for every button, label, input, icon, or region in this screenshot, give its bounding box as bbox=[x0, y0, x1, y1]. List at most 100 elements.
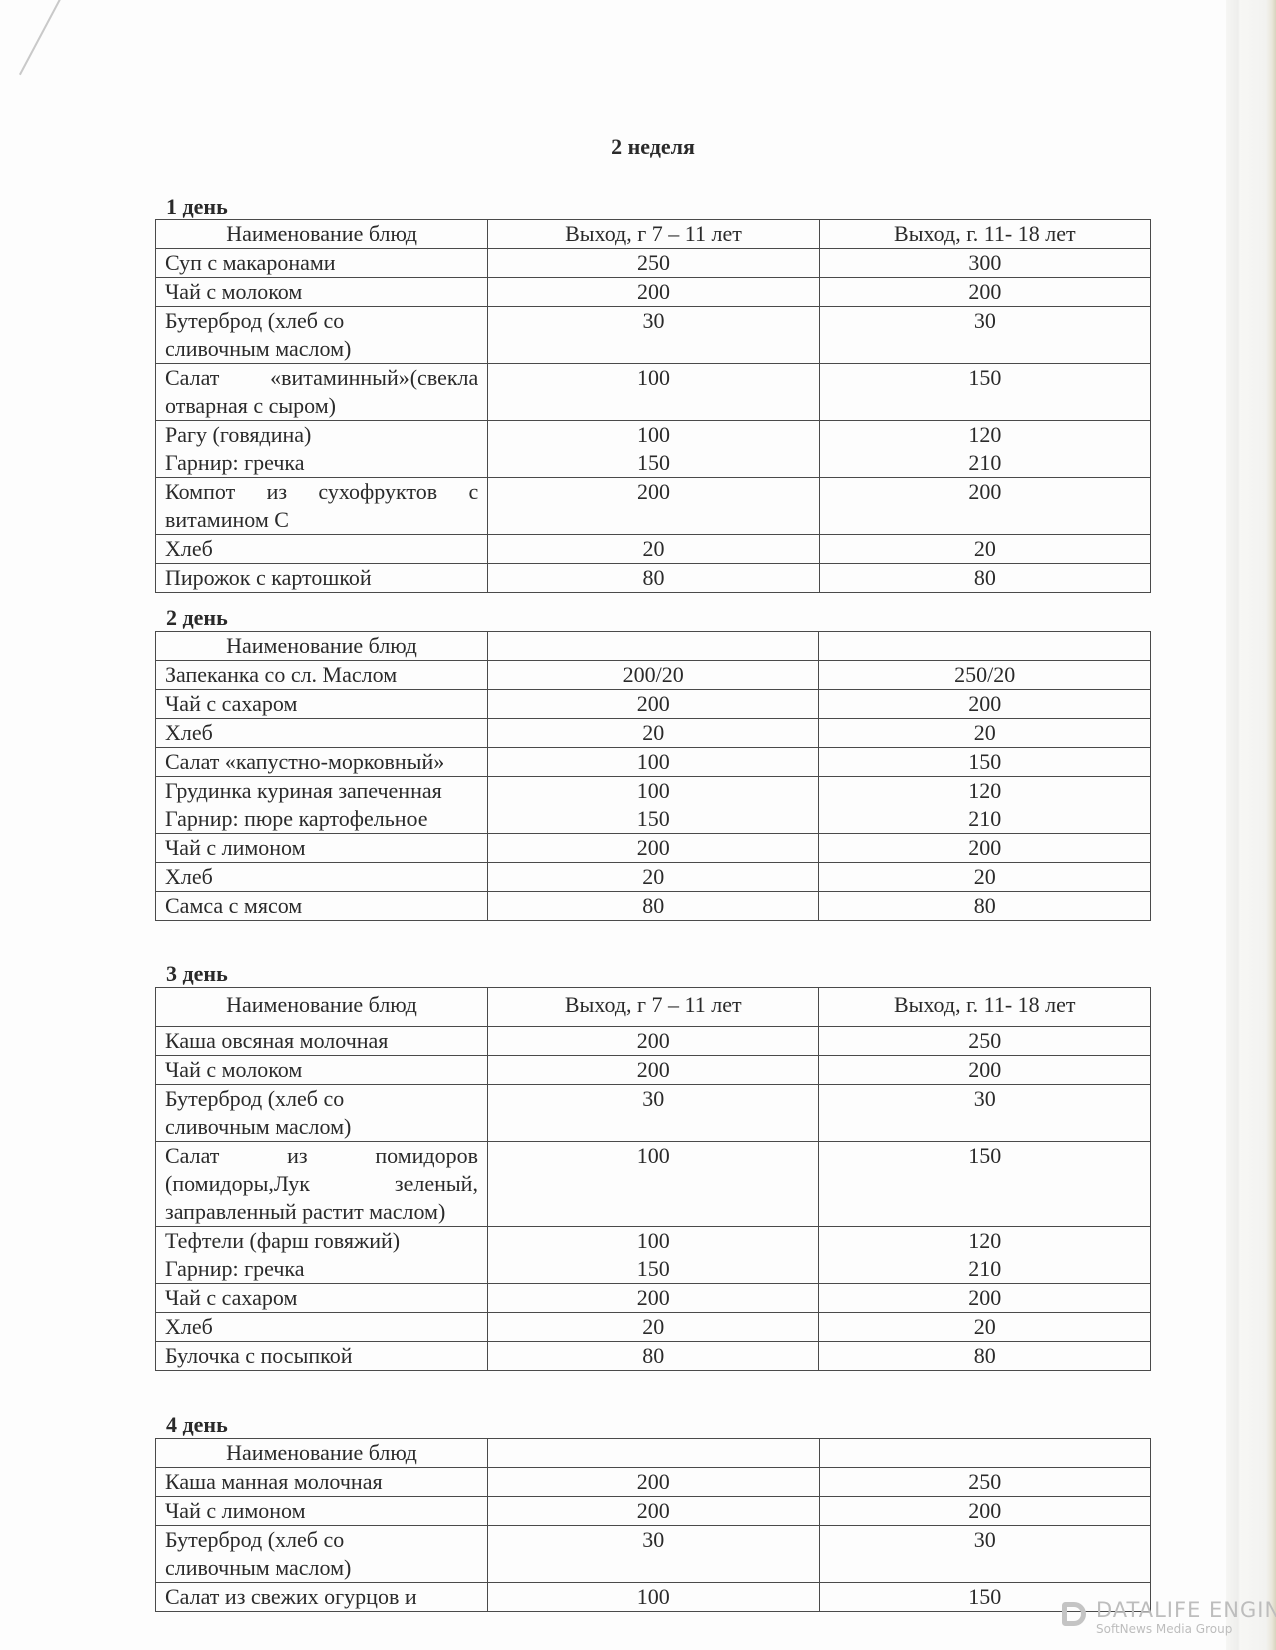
yield-11-18-cell: 200 bbox=[818, 277, 1152, 307]
table-row: Салат «капустно-морковный» 100 150 bbox=[155, 747, 1151, 777]
yield-7-11-cell: 200 bbox=[487, 1467, 820, 1497]
yield-11-18-cell: 30 bbox=[818, 1084, 1151, 1142]
dish-name-cell: Компот из сухофруктов с витамином С bbox=[154, 477, 489, 535]
yield-7-11-cell: 200 bbox=[486, 1055, 820, 1085]
dish-name-cell: Бутерброд (хлеб со сливочным маслом) bbox=[154, 306, 489, 364]
table-row: Каша овсяная молочная 200 250 bbox=[155, 1026, 1151, 1056]
menu-table: Наименование блюд Каша манная молочная 200… bbox=[154, 1438, 1151, 1612]
yield-11-18-cell: 200 bbox=[818, 1055, 1151, 1085]
table-row: Бутерброд (хлеб со сливочным маслом) 30 30 bbox=[154, 1525, 1151, 1583]
table-row: Салат из помидоров (помидоры,Лук зеленый… bbox=[155, 1141, 1151, 1227]
yield-11-18-cell: 20 bbox=[818, 534, 1152, 564]
column-header: Наименование блюд bbox=[155, 987, 488, 1027]
table-header-row: Наименование блюд bbox=[154, 1438, 1151, 1468]
dish-name-cell: Хлеб bbox=[155, 1312, 488, 1342]
yield-7-11-cell: 200 bbox=[486, 1026, 820, 1056]
yield-11-18-cell: 30 bbox=[818, 1525, 1151, 1583]
table-row: Запеканка со сл. Маслом 200/20 250/20 bbox=[155, 660, 1151, 690]
yield-11-18-cell: 120 210 bbox=[818, 420, 1152, 478]
yield-7-11-cell: 80 bbox=[486, 1341, 820, 1371]
table-header-row: Наименование блюд Выход, г 7 – 11 лет Выхо… bbox=[154, 219, 1152, 249]
table-row: Бутерброд (хлеб со сливочным маслом) 30 30 bbox=[155, 1084, 1151, 1142]
dish-name-cell: Салат «капустно-морковный» bbox=[155, 747, 488, 777]
page-title: 2 неделя bbox=[611, 134, 695, 159]
yield-11-18-cell: 20 bbox=[818, 862, 1151, 892]
table-row: Салат «витаминный»(свекла отварная с сыр… bbox=[154, 363, 1152, 421]
yield-7-11-cell: 20 bbox=[486, 1312, 820, 1342]
yield-7-11-cell: 100 bbox=[486, 1141, 820, 1227]
dish-name-cell: Салат из свежих огурцов и bbox=[154, 1582, 489, 1612]
column-header: Выход, г. 11- 18 лет bbox=[818, 987, 1151, 1027]
table-row: Пирожок с картошкой 80 80 bbox=[154, 563, 1152, 593]
yield-7-11-cell: 100 bbox=[487, 1582, 820, 1612]
menu-table: Наименование блюд Выход, г 7 – 11 лет Выхо… bbox=[154, 219, 1152, 593]
dish-name-cell: Чай с лимоном bbox=[154, 1496, 489, 1526]
yield-7-11-cell: 200/20 bbox=[486, 660, 820, 690]
paper-crease bbox=[18, 0, 64, 76]
yield-11-18-cell: 150 bbox=[818, 1141, 1151, 1227]
yield-11-18-cell: 150 bbox=[818, 747, 1151, 777]
yield-11-18-cell: 80 bbox=[818, 563, 1152, 593]
table-row: Рагу (говядина) Гарнир: гречка 100 150 120… bbox=[154, 420, 1152, 478]
dish-name-cell: Чай с сахаром bbox=[155, 689, 488, 719]
dish-name-cell: Самса с мясом bbox=[155, 891, 488, 921]
dish-name-cell: Салат «витаминный»(свекла отварная с сыр… bbox=[154, 363, 489, 421]
table-header-row: Наименование блюд bbox=[155, 631, 1151, 661]
dish-name-cell: Пирожок с картошкой bbox=[154, 563, 489, 593]
column-header: Выход, г 7 – 11 лет bbox=[487, 219, 820, 249]
dish-name-cell: Хлеб bbox=[155, 718, 488, 748]
table-row: Хлеб 20 20 bbox=[155, 718, 1151, 748]
watermark-line2: SoftNews Media Group bbox=[1096, 1622, 1233, 1636]
table-row: Бутерброд (хлеб со сливочным маслом) 30 30 bbox=[154, 306, 1152, 364]
table-row: Чай с молоком 200 200 bbox=[154, 277, 1152, 307]
dish-name-cell: Бутерброд (хлеб со сливочным маслом) bbox=[155, 1084, 488, 1142]
menu-table: Наименование блюд Запеканка со сл. Маслом… bbox=[155, 631, 1151, 921]
yield-11-18-cell: 200 bbox=[818, 1283, 1151, 1313]
yield-11-18-cell: 250/20 bbox=[818, 660, 1151, 690]
day-label: 2 день bbox=[166, 605, 228, 630]
table-row: Хлеб 20 20 bbox=[155, 862, 1151, 892]
yield-7-11-cell: 20 bbox=[486, 862, 820, 892]
dish-name-cell: Каша манная молочная bbox=[154, 1467, 489, 1497]
table-row: Каша манная молочная 200 250 bbox=[154, 1467, 1151, 1497]
yield-11-18-cell: 150 bbox=[818, 1582, 1151, 1612]
table-row: Хлеб 20 20 bbox=[154, 534, 1152, 564]
column-header: Выход, г. 11- 18 лет bbox=[818, 219, 1152, 249]
yield-7-11-cell: 100 150 bbox=[486, 1226, 820, 1284]
table-row: Булочка с посыпкой 80 80 bbox=[155, 1341, 1151, 1371]
table-row: Грудинка куриная запеченная Гарнир: пюре… bbox=[155, 776, 1151, 834]
yield-7-11-cell: 20 bbox=[487, 534, 820, 564]
table-row: Суп с макаронами 250 300 bbox=[154, 248, 1152, 278]
table-row: Тефтели (фарш говяжий) Гарнир: гречка 100… bbox=[155, 1226, 1151, 1284]
table-row: Компот из сухофруктов с витамином С 200 20… bbox=[154, 477, 1152, 535]
yield-7-11-cell: 200 bbox=[487, 277, 820, 307]
column-header: Наименование блюд bbox=[154, 219, 489, 249]
dish-name-cell: Чай с молоком bbox=[154, 277, 489, 307]
dish-name-cell: Салат из помидоров (помидоры,Лук зеленый… bbox=[155, 1141, 488, 1227]
table-row: Чай с сахаром 200 200 bbox=[155, 1283, 1151, 1313]
yield-7-11-cell: 80 bbox=[487, 563, 820, 593]
table-row: Самса с мясом 80 80 bbox=[155, 891, 1151, 921]
menu-table: Наименование блюд Выход, г 7 – 11 лет Выхо… bbox=[155, 987, 1151, 1371]
yield-7-11-cell: 30 bbox=[487, 1525, 820, 1583]
yield-11-18-cell: 80 bbox=[818, 891, 1151, 921]
column-header: Выход, г 7 – 11 лет bbox=[486, 987, 820, 1027]
yield-7-11-cell: 200 bbox=[486, 1283, 820, 1313]
dish-name-cell: Хлеб bbox=[154, 534, 489, 564]
yield-7-11-cell: 200 bbox=[486, 833, 820, 863]
dish-name-cell: Запеканка со сл. Маслом bbox=[155, 660, 488, 690]
yield-7-11-cell: 200 bbox=[487, 477, 820, 535]
yield-11-18-cell: 250 bbox=[818, 1467, 1151, 1497]
dish-name-cell: Чай с лимоном bbox=[155, 833, 488, 863]
yield-7-11-cell: 100 150 bbox=[486, 776, 820, 834]
yield-11-18-cell: 200 bbox=[818, 1496, 1151, 1526]
column-header: Наименование блюд bbox=[154, 1438, 489, 1468]
yield-11-18-cell: 20 bbox=[818, 1312, 1151, 1342]
table-row: Чай с лимоном 200 200 bbox=[154, 1496, 1151, 1526]
dish-name-cell: Хлеб bbox=[155, 862, 488, 892]
dish-name-cell: Тефтели (фарш говяжий) Гарнир: гречка bbox=[155, 1226, 488, 1284]
dish-name-cell: Рагу (говядина) Гарнир: гречка bbox=[154, 420, 489, 478]
yield-11-18-cell: 200 bbox=[818, 477, 1152, 535]
column-header: Наименование блюд bbox=[155, 631, 488, 661]
table-row: Чай с сахаром 200 200 bbox=[155, 689, 1151, 719]
